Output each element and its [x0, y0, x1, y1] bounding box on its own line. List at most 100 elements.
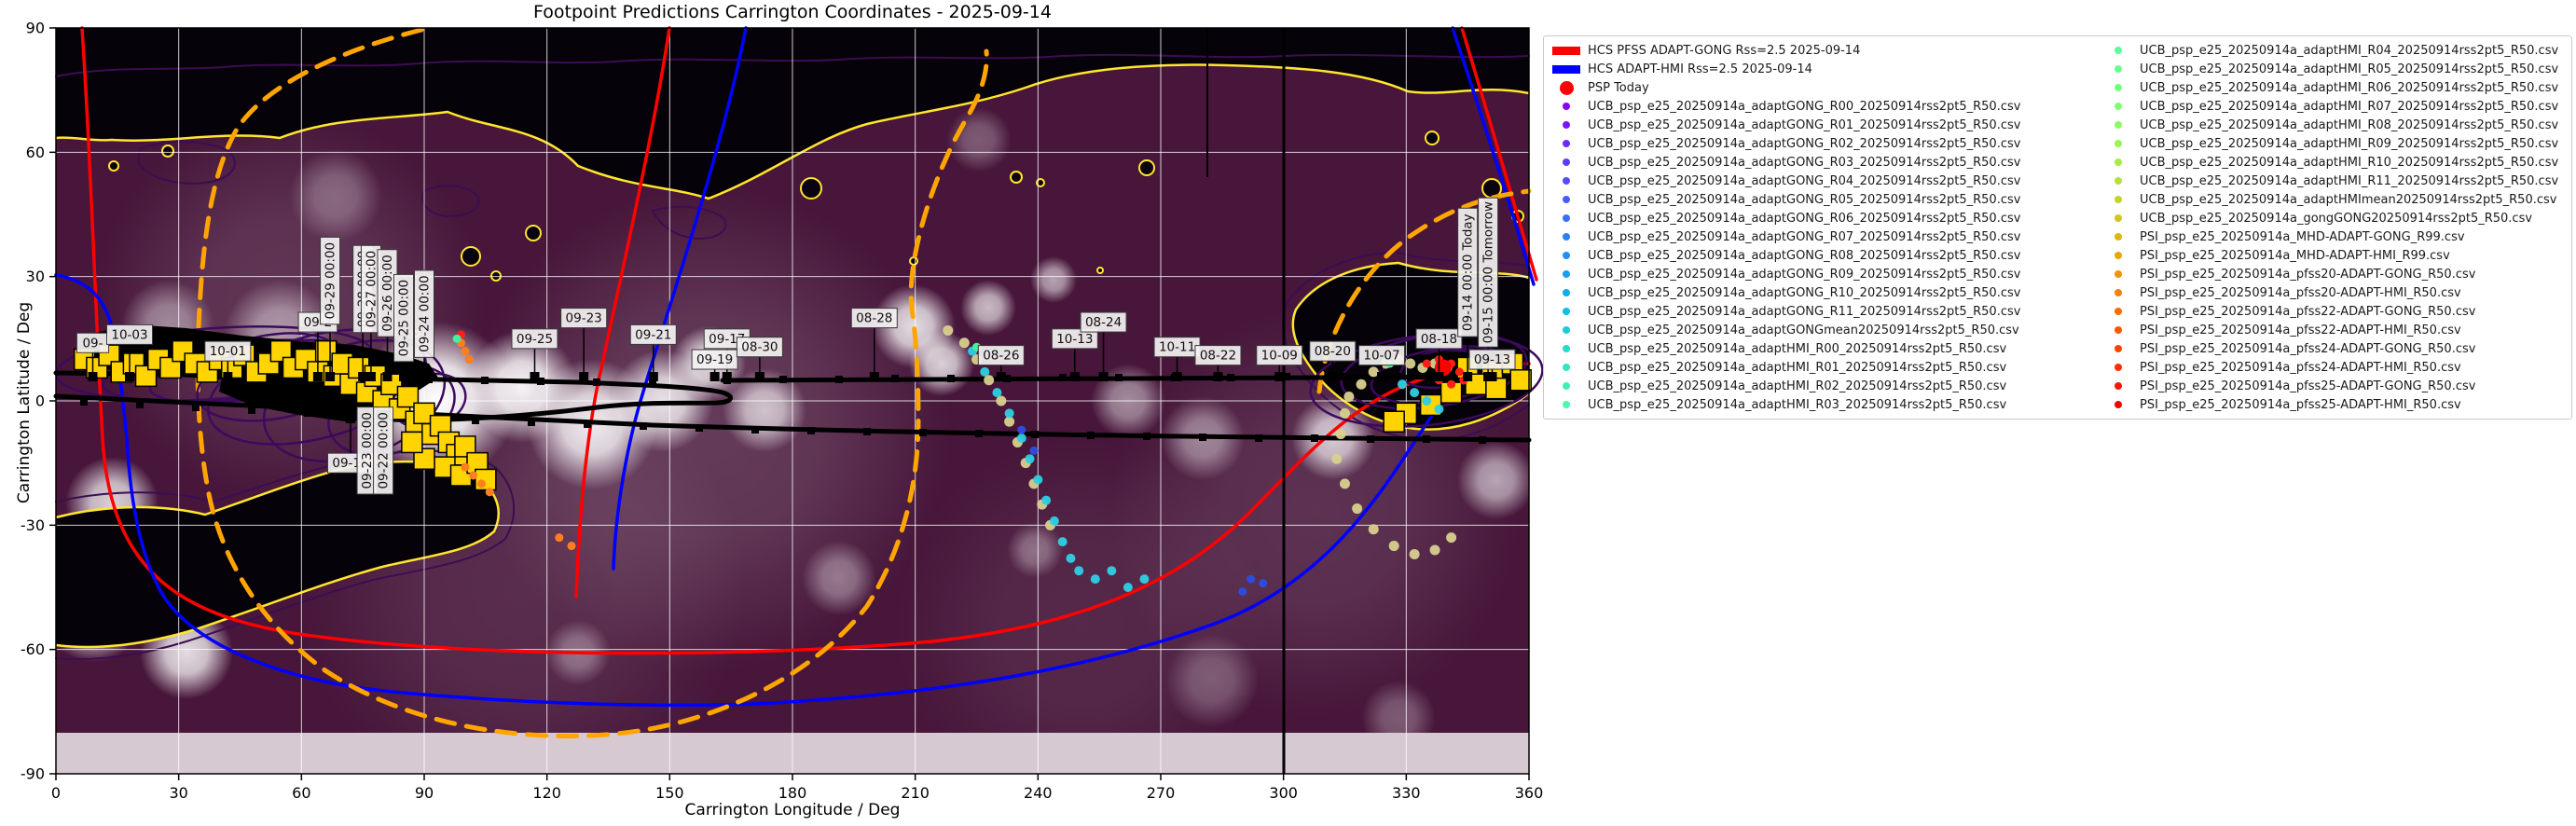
legend-dot-marker: [2101, 252, 2135, 259]
legend-label: UCB_psp_e25_20250914a_adaptGONGmean20250…: [1588, 323, 2019, 337]
legend: HCS PFSS ADAPT-GONG Rss=2.5 2025-09-14 HC…: [1543, 35, 2572, 420]
legend-label: PSI_psp_e25_20250914a_pfss22-ADAPT-HMI_R…: [2140, 323, 2461, 337]
legend-dot-marker: [1550, 80, 1583, 95]
svg-text:10-13: 10-13: [1056, 332, 1093, 347]
svg-text:09-17: 09-17: [709, 332, 745, 347]
legend-label: UCB_psp_e25_20250914a_adaptGONG_R07_2025…: [1588, 229, 2021, 244]
legend-dot-marker: [2101, 84, 2135, 91]
date-annotation-leaders: [88, 324, 1497, 495]
svg-text:10-09: 10-09: [1261, 349, 1298, 364]
legend-item: PSI_psp_e25_20250914a_pfss24-ADAPT-HMI_R…: [2101, 358, 2566, 377]
axes-frame: 0 30 60 90 120 150 180 210 240 270 300 330 360906030…: [21, 20, 1543, 803]
svg-text:08-28: 08-28: [856, 311, 892, 326]
legend-label: UCB_psp_e25_20250914a_gongGONG20250914rs…: [2140, 211, 2533, 226]
legend-label: UCB_psp_e25_20250914a_adaptGONG_R09_2025…: [1588, 267, 2021, 282]
legend-item: PSI_psp_e25_20250914a_pfss24-ADAPT-GONG_…: [2101, 339, 2566, 358]
legend-label: UCB_psp_e25_20250914a_adaptGONG_R05_2025…: [1588, 192, 2021, 207]
legend-dot-marker: [1550, 121, 1583, 129]
legend-dot-marker: [2101, 326, 2135, 334]
legend-dot-marker: [1550, 270, 1583, 278]
y-tick-label: -60: [21, 640, 45, 658]
legend-label: UCB_psp_e25_20250914a_adaptHMI_R01_20250…: [1588, 360, 2007, 375]
y-tick-label: 0: [35, 392, 45, 410]
svg-text:08-18: 08-18: [1421, 332, 1457, 347]
x-tick-label: 210: [901, 784, 930, 802]
legend-label: UCB_psp_e25_20250914a_adaptHMI_R02_20250…: [1588, 379, 2007, 393]
legend-item: PSI_psp_e25_20250914a_pfss25-ADAPT-HMI_R…: [2101, 395, 2566, 414]
legend-dot-marker: [2101, 196, 2135, 203]
x-tick-label: 330: [1392, 784, 1421, 802]
svg-text:09-29 00:00: 09-29 00:00: [324, 242, 338, 319]
legend-dot-marker: [1550, 233, 1583, 241]
legend-label: HCS PFSS ADAPT-GONG Rss=2.5 2025-09-14: [1588, 43, 1861, 58]
svg-text:09-25 00:00: 09-25 00:00: [397, 280, 412, 356]
legend-label: UCB_psp_e25_20250914a_adaptHMI_R00_20250…: [1588, 341, 2007, 356]
legend-dot-marker: [1550, 214, 1583, 222]
legend-column-1: HCS PFSS ADAPT-GONG Rss=2.5 2025-09-14 HC…: [1550, 41, 2101, 414]
svg-text:09-: 09-: [82, 336, 103, 351]
legend-label: UCB_psp_e25_20250914a_adaptGONG_R10_2025…: [1588, 285, 2021, 300]
legend-item: UCB_psp_e25_20250914a_adaptHMI_R07_20250…: [2101, 97, 2566, 116]
legend-label: PSI_psp_e25_20250914a_MHD-ADAPT-GONG_R99…: [2140, 229, 2465, 244]
x-tick-label: 150: [655, 784, 684, 802]
legend-item: PSI_psp_e25_20250914a_pfss20-ADAPT-HMI_R…: [2101, 283, 2566, 302]
legend-item: UCB_psp_e25_20250914a_adaptHMI_R03_20250…: [1550, 395, 2101, 414]
svg-text:09-24 00:00: 09-24 00:00: [418, 275, 433, 351]
legend-item: UCB_psp_e25_20250914a_adaptHMI_R09_20250…: [2101, 134, 2566, 153]
y-axis-label: Carrington Latitude / Deg: [15, 301, 34, 504]
legend-item: UCB_psp_e25_20250914a_adaptHMI_R06_20250…: [2101, 78, 2566, 97]
legend-dot-marker: [1550, 308, 1583, 315]
legend-line-swatch: [1550, 46, 1583, 55]
footpoints-cyan-streak: [968, 346, 1473, 592]
legend-label: UCB_psp_e25_20250914a_adaptHMI_R10_20250…: [2140, 155, 2559, 170]
svg-text:10-01: 10-01: [210, 344, 246, 359]
legend-dot-marker: [1550, 326, 1583, 334]
legend-label: PSI_psp_e25_20250914a_pfss25-ADAPT-HMI_R…: [2140, 397, 2461, 412]
svg-text:10-11: 10-11: [1159, 340, 1195, 355]
legend-label: UCB_psp_e25_20250914a_adaptGONG_R03_2025…: [1588, 155, 2021, 170]
legend-label: PSI_psp_e25_20250914a_pfss22-ADAPT-GONG_…: [2140, 304, 2476, 319]
x-tick-label: 270: [1147, 784, 1176, 802]
legend-label: UCB_psp_e25_20250914a_adaptHMImean202509…: [2140, 192, 2557, 207]
legend-item: UCB_psp_e25_20250914a_adaptHMI_R05_20250…: [2101, 60, 2566, 78]
legend-dot-marker: [2101, 382, 2135, 390]
vertical-reference-lines: [1206, 28, 1286, 774]
legend-dot-marker: [1550, 289, 1583, 296]
legend-dot-marker: [2101, 401, 2135, 408]
legend-label: PSI_psp_e25_20250914a_pfss20-ADAPT-GONG_…: [2140, 267, 2476, 282]
legend-label: PSI_psp_e25_20250914a_pfss25-ADAPT-GONG_…: [2140, 379, 2476, 393]
legend-label: UCB_psp_e25_20250914a_adaptHMI_R05_20250…: [2140, 62, 2559, 76]
map-plot: 09-10-0310-0109-209-1509-2509-2309-2109-…: [21, 20, 1590, 811]
chart-title: Footpoint Predictions Carrington Coordin…: [533, 2, 1052, 22]
svg-text:08-24: 08-24: [1085, 315, 1122, 330]
legend-dot-marker: [2101, 158, 2135, 166]
legend-item: UCB_psp_e25_20250914a_adaptGONG_R04_2025…: [1550, 172, 2101, 190]
legend-item: UCB_psp_e25_20250914a_adaptGONG_R09_2025…: [1550, 265, 2101, 283]
legend-item: UCB_psp_e25_20250914a_adaptGONG_R01_2025…: [1550, 116, 2101, 134]
legend-item: UCB_psp_e25_20250914a_adaptHMI_R11_20250…: [2101, 172, 2566, 190]
legend-label: UCB_psp_e25_20250914a_adaptHMI_R04_20250…: [2140, 43, 2559, 58]
legend-dot-marker: [2101, 270, 2135, 278]
legend-dot-marker: [2101, 47, 2135, 54]
legend-item: HCS PFSS ADAPT-GONG Rss=2.5 2025-09-14: [1550, 41, 2101, 60]
legend-dot-marker: [1550, 345, 1583, 352]
legend-item: PSI_psp_e25_20250914a_pfss22-ADAPT-GONG_…: [2101, 302, 2566, 321]
legend-dot-marker: [1550, 196, 1583, 203]
legend-item: PSI_psp_e25_20250914a_MHD-ADAPT-GONG_R99…: [2101, 227, 2566, 246]
legend-item: PSI_psp_e25_20250914a_pfss22-ADAPT-HMI_R…: [2101, 321, 2566, 339]
svg-text:09-27 00:00: 09-27 00:00: [364, 251, 379, 327]
legend-item: UCB_psp_e25_20250914a_adaptGONGmean20250…: [1550, 321, 2101, 339]
legend-label: UCB_psp_e25_20250914a_adaptGONG_R02_2025…: [1588, 136, 2021, 151]
svg-text:09-19: 09-19: [696, 352, 733, 367]
svg-text:08-26: 08-26: [983, 349, 1019, 364]
legend-label: PSI_psp_e25_20250914a_MHD-ADAPT-HMI_R99.…: [2140, 248, 2450, 263]
legend-item: PSI_psp_e25_20250914a_pfss20-ADAPT-GONG_…: [2101, 265, 2566, 283]
legend-label: PSI_psp_e25_20250914a_pfss24-ADAPT-HMI_R…: [2140, 360, 2461, 375]
svg-text:08-22: 08-22: [1200, 349, 1236, 364]
legend-dot-marker: [2101, 121, 2135, 129]
svg-text:08-20: 08-20: [1315, 344, 1351, 359]
svg-text:09-14 00:00 Today: 09-14 00:00 Today: [1461, 213, 1476, 331]
x-tick-label: 240: [1024, 784, 1053, 802]
legend-item: PSP Today: [1550, 78, 2101, 97]
legend-dot-marker: [2101, 214, 2135, 222]
